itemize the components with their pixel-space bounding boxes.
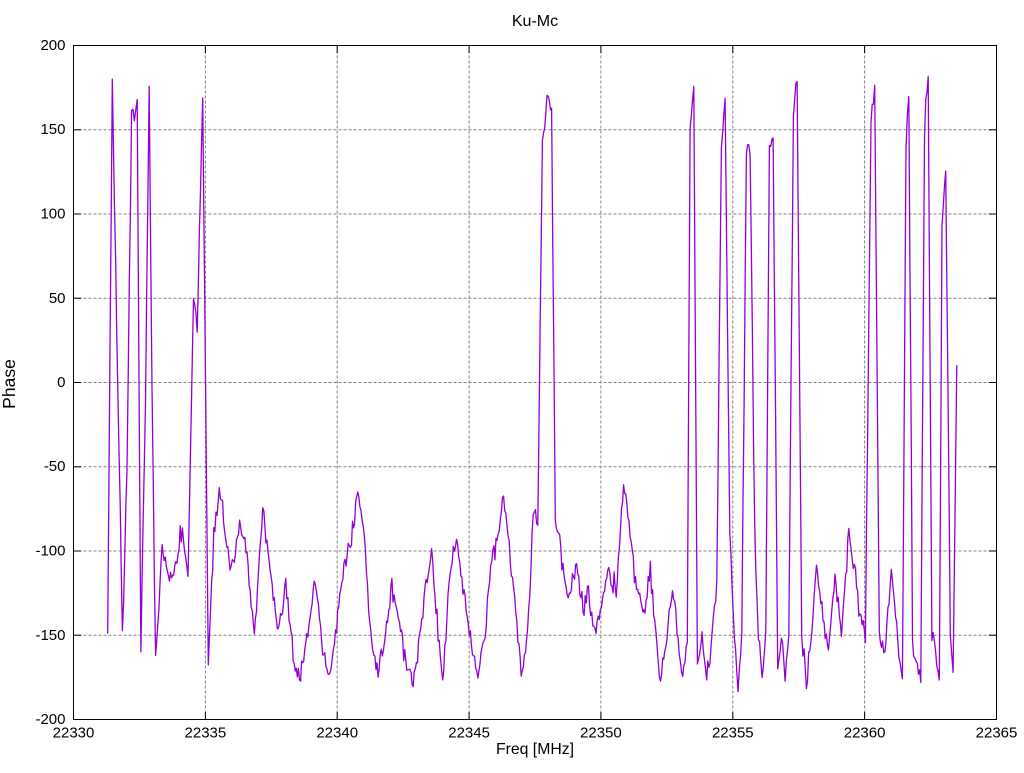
svg-text:22355: 22355 [712,725,754,742]
svg-text:22365: 22365 [976,725,1018,742]
svg-text:100: 100 [40,206,65,223]
svg-text:-150: -150 [35,627,65,644]
svg-text:-200: -200 [35,711,65,728]
svg-text:0: 0 [57,374,65,391]
svg-text:-50: -50 [44,458,66,475]
svg-text:22345: 22345 [448,725,490,742]
svg-text:Freq [MHz]: Freq [MHz] [496,741,574,758]
svg-text:Ku-Mc: Ku-Mc [512,13,558,30]
svg-text:150: 150 [40,121,65,138]
svg-text:22335: 22335 [185,725,227,742]
svg-text:50: 50 [49,290,66,307]
svg-text:22360: 22360 [844,725,886,742]
svg-text:22350: 22350 [580,725,622,742]
svg-text:Phase: Phase [0,359,19,409]
svg-text:22340: 22340 [316,725,358,742]
svg-text:-100: -100 [35,543,65,560]
svg-text:200: 200 [40,37,65,54]
